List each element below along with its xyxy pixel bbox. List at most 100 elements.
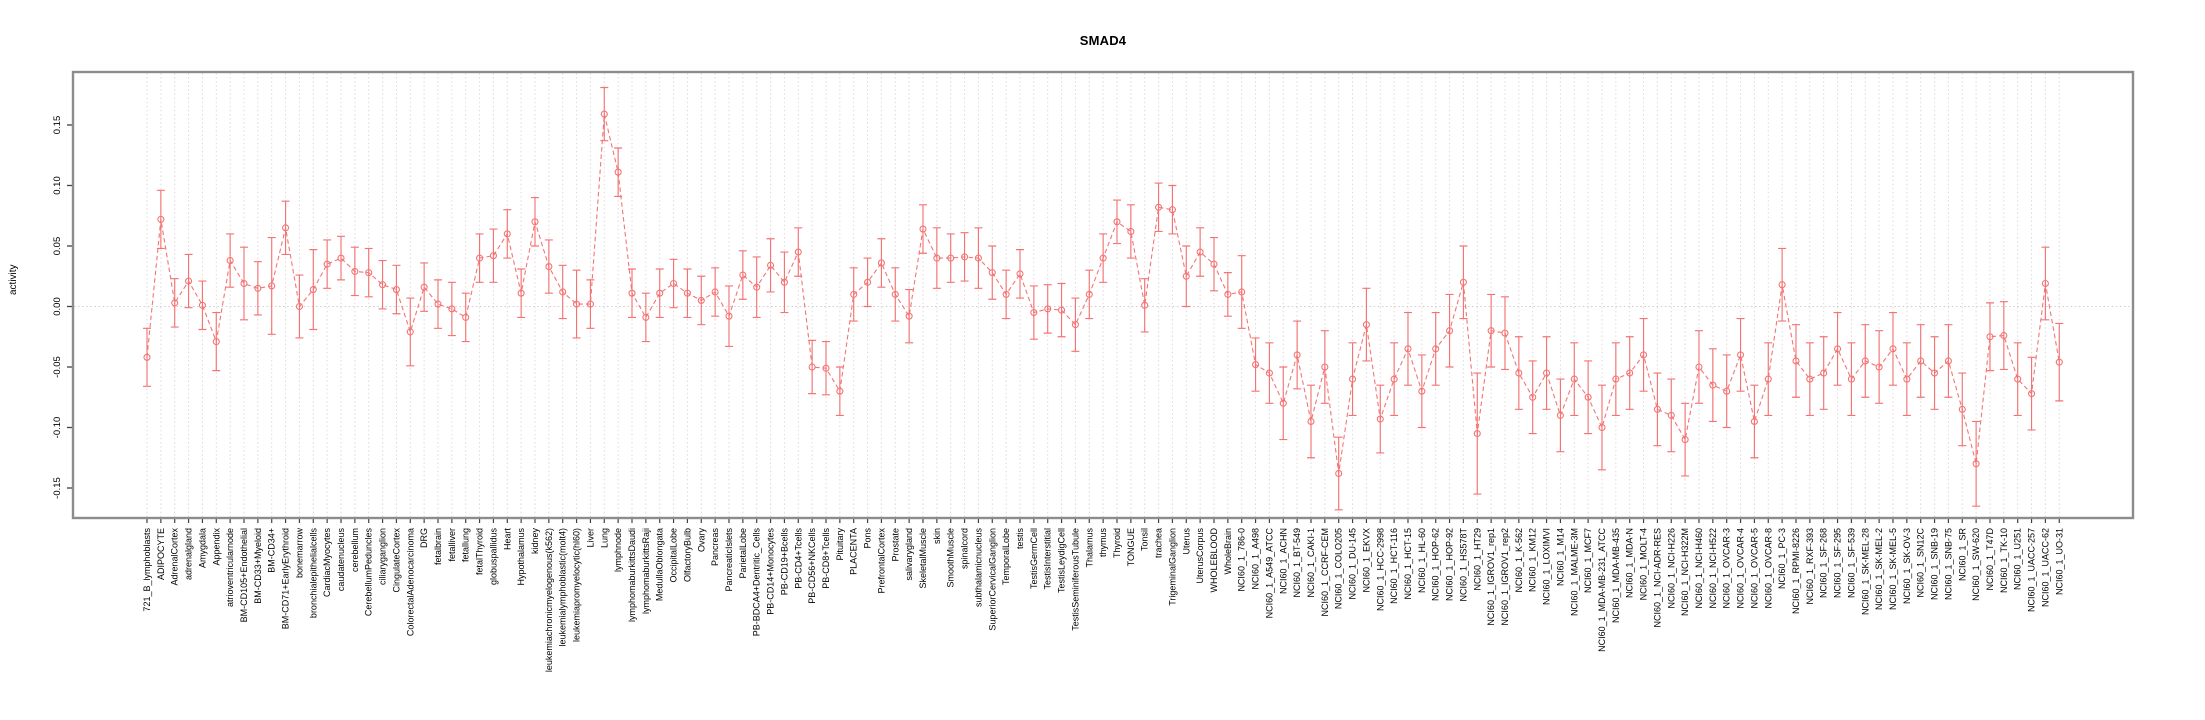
y-tick-label: 0.15 xyxy=(52,116,63,135)
x-tick-label: PLACENTA xyxy=(849,528,859,575)
data-point-marker xyxy=(1016,270,1024,278)
data-point-marker xyxy=(392,286,400,294)
x-tick-label: fetalbrain xyxy=(433,528,443,565)
x-tick-label: ADIPOCYTE xyxy=(156,528,166,580)
x-tick-label: NCI60_1_A549_ATCC xyxy=(1264,528,1274,619)
y-tick-label: -0.05 xyxy=(52,356,63,378)
data-point-marker xyxy=(891,290,899,298)
data-point-marker xyxy=(988,269,996,277)
gridlines xyxy=(146,73,2060,517)
data-point-marker xyxy=(1335,469,1343,478)
x-tick-label: AdrenalCortex xyxy=(170,528,180,586)
x-tick-label: PrefrontalCortex xyxy=(876,528,886,594)
x-tick-label: SmoothMuscle xyxy=(946,528,956,588)
data-point-marker xyxy=(670,279,678,288)
data-point-marker xyxy=(1265,369,1273,377)
x-tick-label: skin xyxy=(932,528,942,544)
data-point-marker xyxy=(559,288,567,296)
x-tick-label: NCI60_1_786-0 xyxy=(1237,528,1247,592)
x-tick-label: NCI60_1_DU-145 xyxy=(1348,528,1358,600)
x-tick-label: PB-BDCA4+Dentritic_Cells xyxy=(752,528,762,637)
data-point-marker xyxy=(545,263,553,271)
x-tick-label: NCI60_1_COLO205 xyxy=(1334,528,1344,609)
data-point-marker xyxy=(1182,272,1190,280)
data-point-marker xyxy=(323,260,331,268)
x-tick-label: PB-CD4+Tcells xyxy=(793,528,803,589)
data-point-marker xyxy=(1487,327,1495,335)
x-tick-label: NCI60_1_RXF-393 xyxy=(1805,528,1815,605)
data-point-marker xyxy=(767,261,775,269)
x-tick-label: SuperiorCervicalGanglion xyxy=(987,528,997,631)
x-tick-label: Hypothalamus xyxy=(516,528,526,586)
data-point-marker xyxy=(1834,345,1842,353)
data-point-marker xyxy=(877,259,885,267)
x-tick-label: NCI60_1_HT29 xyxy=(1472,528,1482,591)
data-point-marker xyxy=(282,224,290,232)
data-point-marker xyxy=(503,230,511,238)
data-point-marker xyxy=(600,110,608,118)
x-tick-label: Pons xyxy=(863,528,873,549)
data-point-marker xyxy=(1737,351,1745,359)
data-point-marker xyxy=(1598,423,1606,432)
x-tick-label: NCI60_1_TK-10 xyxy=(1999,528,2009,593)
series-line xyxy=(146,113,2060,474)
data-point-marker xyxy=(1709,381,1717,389)
x-tick-label: Uterus xyxy=(1181,528,1191,555)
x-tick-label: fetallung xyxy=(461,528,471,562)
x-tick-label: CingulateCortex xyxy=(391,528,401,593)
data-point-marker xyxy=(226,256,234,265)
data-point-marker xyxy=(933,254,941,262)
x-tick-label: Liver xyxy=(585,528,595,548)
x-tick-label: NCI60_1_MDA-N xyxy=(1625,528,1635,598)
data-point-marker xyxy=(2014,375,2022,383)
x-tick-label: NCI60_1_UO-31 xyxy=(2054,528,2064,595)
data-point-marker xyxy=(434,300,442,308)
x-tick-label: bonemarrow xyxy=(294,528,304,579)
y-tick-label: -0.10 xyxy=(52,417,63,439)
x-tick-label: NCI60_1_SNB-75 xyxy=(1943,528,1953,600)
data-point-marker xyxy=(573,300,581,308)
data-point-marker xyxy=(309,286,317,294)
data-point-marker xyxy=(1349,375,1357,383)
x-tick-label: PB-CD8+Tcells xyxy=(821,528,831,589)
data-point-marker xyxy=(212,338,220,346)
axes: -0.15 -0.10 -0.05 0.00 0.05 0.10 0.15 721_B_lym… xyxy=(52,116,2064,672)
data-point-marker xyxy=(1529,393,1537,401)
x-tick-label: Amygdala xyxy=(197,528,207,568)
data-point-marker xyxy=(1570,375,1578,383)
x-tick-label: TONGUE xyxy=(1126,528,1136,566)
x-tick-label: NCI60_1_CAKI-1 xyxy=(1306,528,1316,598)
data-point-marker xyxy=(1224,290,1232,298)
x-tick-label: testis xyxy=(1015,528,1025,550)
data-point-marker xyxy=(1584,393,1592,401)
x-tick-label: BM-CD34+ xyxy=(267,528,277,573)
x-tick-label: NCI60_1_MOLT-4 xyxy=(1639,528,1649,600)
data-point-marker xyxy=(476,254,484,262)
x-tick-label: TrigeminalGanglion xyxy=(1167,528,1177,606)
x-tick-label: NCI60_1_MCF7 xyxy=(1583,528,1593,593)
x-tick-label: leukemiapromyelocytic(hl60) xyxy=(572,528,582,642)
data-point-marker xyxy=(1626,369,1634,377)
data-point-marker xyxy=(1085,290,1093,298)
x-tick-label: BM-CD71+EarlyErythroid xyxy=(281,528,291,629)
data-point-marker xyxy=(1806,375,1814,383)
data-point-marker xyxy=(1071,321,1079,329)
x-tick-label: NCI60_1_HCC-2998 xyxy=(1375,528,1385,611)
data-point-marker xyxy=(1044,305,1052,313)
x-tick-label: NCI60_1_IGROV1_rep2 xyxy=(1500,528,1510,626)
x-tick-label: NCI60_1_T47D xyxy=(1985,528,1995,591)
data-point-marker xyxy=(1252,361,1260,369)
data-point-marker xyxy=(185,277,193,285)
data-point-marker xyxy=(379,281,387,289)
y-tick-label: -0.15 xyxy=(52,477,63,499)
x-tick-label: NCI60_1_UACC-62 xyxy=(2040,528,2050,607)
data-point-marker xyxy=(683,289,691,297)
data-point-marker xyxy=(1653,405,1661,413)
data-point-marker xyxy=(974,254,982,262)
x-tick-label: Thyroid xyxy=(1112,528,1122,558)
x-tick-label: SkeletalMuscle xyxy=(918,528,928,589)
x-tick-label: WholeBrain xyxy=(1223,528,1233,575)
data-point-marker xyxy=(1931,369,1939,377)
x-tick-label: NCI60_1_SK-OV-3 xyxy=(1902,528,1912,604)
x-tick-label: CardiacMyocytes xyxy=(322,528,332,598)
